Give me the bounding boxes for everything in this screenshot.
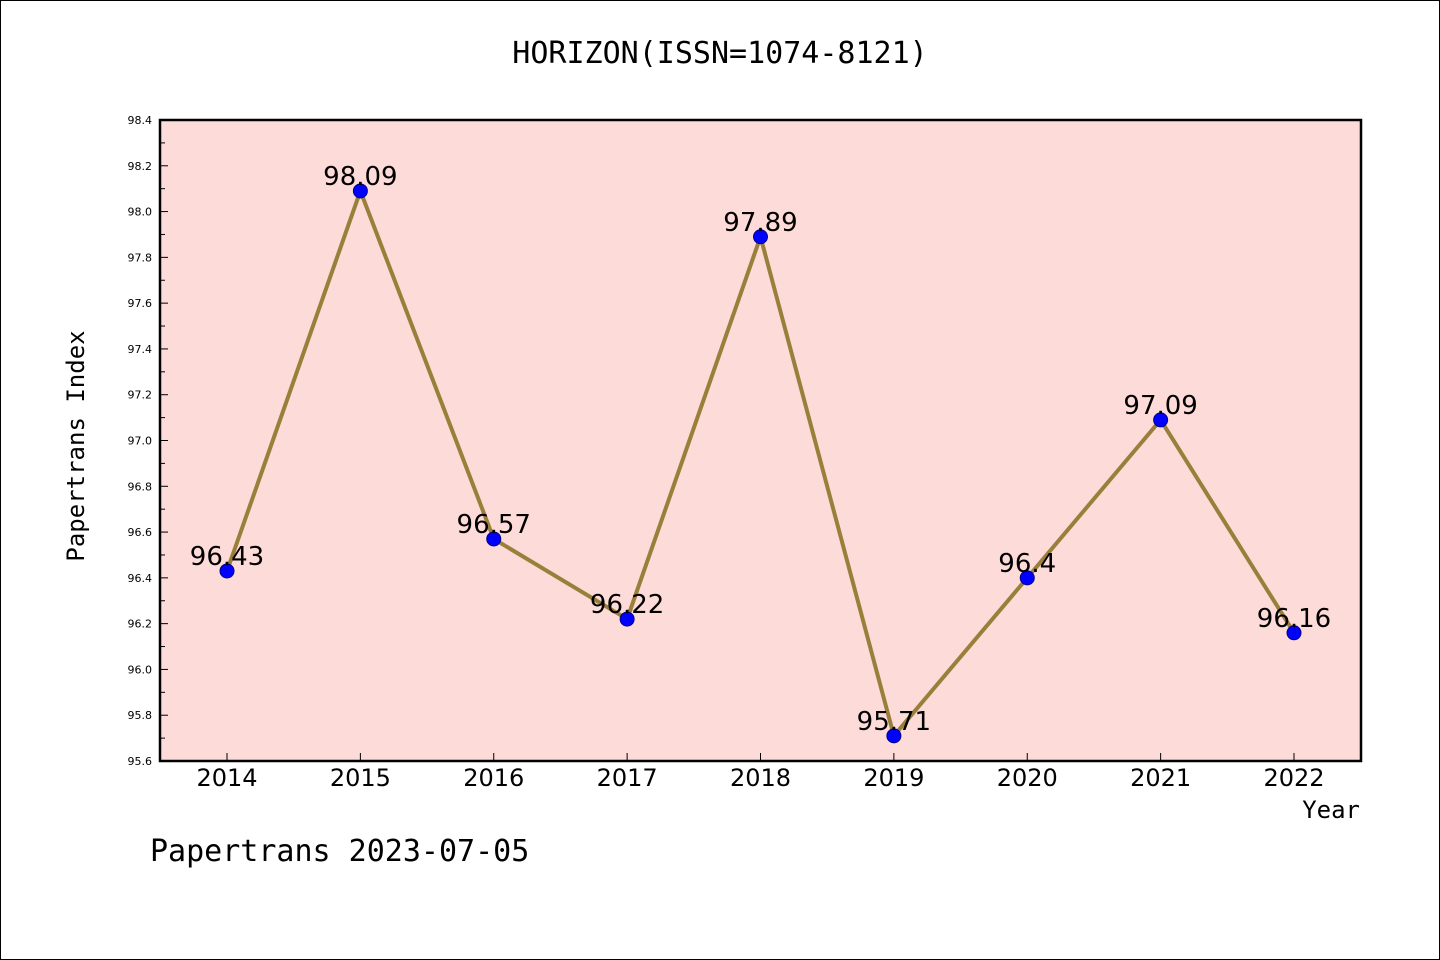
y-tick-label: 96.6 <box>128 526 153 539</box>
data-point <box>352 183 368 199</box>
x-tick-label: 2020 <box>997 764 1058 792</box>
data-point <box>886 728 902 744</box>
x-tick-label: 2018 <box>730 764 791 792</box>
x-tick-label: 2016 <box>463 764 524 792</box>
x-axis-label: Year <box>1302 796 1360 824</box>
data-label: 97.09 <box>1123 391 1197 421</box>
data-label: 95.71 <box>857 707 931 737</box>
plot-area <box>160 120 1361 761</box>
x-tick-label: 2015 <box>330 764 391 792</box>
y-tick-label: 98.0 <box>128 206 153 219</box>
y-tick-label: 95.8 <box>128 709 153 722</box>
data-label: 96.43 <box>190 542 264 572</box>
data-point <box>219 563 235 579</box>
data-label: 98.09 <box>323 162 397 192</box>
data-point <box>1286 625 1302 641</box>
y-tick-label: 97.0 <box>128 435 153 448</box>
y-tick-label: 98.4 <box>128 114 153 127</box>
plot-border <box>158 118 1363 763</box>
x-tick-label: 2021 <box>1130 764 1191 792</box>
footer-text: Papertrans 2023-07-05 <box>150 834 530 869</box>
y-tick-label: 97.6 <box>128 297 153 310</box>
y-tick-label: 97.8 <box>128 251 153 264</box>
data-point <box>619 611 635 627</box>
data-label: 96.16 <box>1257 604 1331 634</box>
data-label: 96.57 <box>457 510 531 540</box>
y-tick-label: 95.6 <box>128 755 153 768</box>
y-tick-label: 97.4 <box>128 343 153 356</box>
y-tick-label: 98.2 <box>128 160 153 173</box>
data-point <box>1153 412 1169 428</box>
y-tick-label: 96.0 <box>128 663 153 676</box>
data-labels: 96.43 98.09 96.57 96.22 97.89 95.71 96.4 97.09 9… <box>190 162 1331 737</box>
x-tick-label: 2017 <box>597 764 658 792</box>
axis-ticks: 95.6 95.8 96.0 96.2 96.4 96.6 96.8 97.0 97.2 97.4… <box>128 114 1325 792</box>
data-label: 96.4 <box>998 549 1056 579</box>
y-tick-label: 97.2 <box>128 389 153 402</box>
x-tick-label: 2022 <box>1263 764 1324 792</box>
y-tick-label: 96.8 <box>128 480 153 493</box>
chart-title: HORIZON(ISSN=1074-8121) <box>512 36 928 71</box>
y-tick-label: 96.2 <box>128 618 153 631</box>
data-point <box>486 531 502 547</box>
x-tick-label: 2019 <box>863 764 924 792</box>
x-tick-label: 2014 <box>196 764 257 792</box>
y-tick-label: 96.4 <box>128 572 153 585</box>
data-label: 96.22 <box>590 590 664 620</box>
data-label: 97.89 <box>723 208 797 238</box>
data-point <box>753 229 768 245</box>
data-point <box>1019 570 1035 586</box>
series-markers <box>219 183 1302 744</box>
